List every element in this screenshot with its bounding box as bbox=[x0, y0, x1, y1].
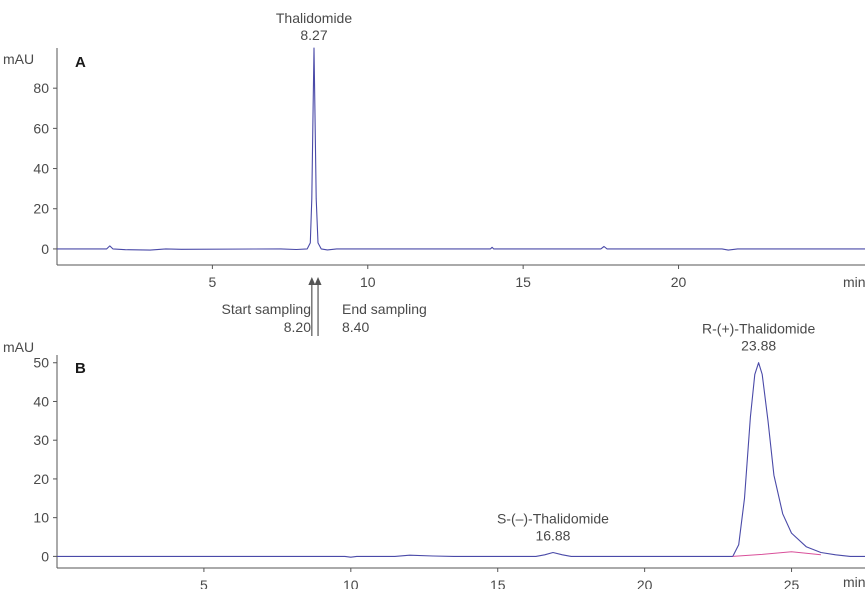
panel-b: B mAU min 0 10 20 30 40 50 5 10 15 20 25 16.88S-(–)… bbox=[3, 321, 865, 589]
panel-a-y-tick-label: 60 bbox=[33, 120, 49, 136]
panel-b-peak-value: 16.88 bbox=[535, 528, 570, 544]
panel-b-y-unit: mAU bbox=[3, 339, 34, 355]
panel-a-y-tick-label: 40 bbox=[33, 161, 49, 177]
panel-b-x-tick-label: 15 bbox=[490, 577, 506, 589]
panel-b-y-tick-label: 10 bbox=[33, 510, 49, 526]
panel-b-y-tick-label: 50 bbox=[33, 355, 49, 371]
end-sampling-value: 8.40 bbox=[342, 319, 369, 335]
panel-a-peak-value: 8.27 bbox=[300, 27, 327, 43]
panel-b-x-tick-label: 10 bbox=[343, 577, 359, 589]
panel-a-x-tick-label: 20 bbox=[671, 274, 687, 290]
panel-b-y-tick-label: 20 bbox=[33, 471, 49, 487]
panel-b-peak-name: R-(+)-Thalidomide bbox=[702, 321, 815, 337]
panel-b-x-tick-label: 25 bbox=[784, 577, 800, 589]
panel-b-y-tick-label: 30 bbox=[33, 432, 49, 448]
start-sampling-label: Start sampling bbox=[222, 301, 311, 317]
panel-b-marks: 0 10 20 30 40 50 5 10 15 20 25 16.88S-(–)-Thalidomi… bbox=[33, 321, 865, 589]
start-sampling-value: 8.20 bbox=[284, 319, 311, 335]
panel-b-y-tick-label: 40 bbox=[33, 393, 49, 409]
panel-b-integration-baseline bbox=[732, 551, 821, 557]
panel-b-x-tick-label: 20 bbox=[637, 577, 653, 589]
panel-a-y-tick-label: 80 bbox=[33, 80, 49, 96]
panel-a-y-unit: mAU bbox=[3, 51, 34, 67]
panel-b-label: B bbox=[75, 360, 86, 377]
panel-a-peak-name: Thalidomide bbox=[276, 10, 352, 26]
start-sampling-arrowhead bbox=[308, 277, 316, 285]
panel-a-x-tick-label: 15 bbox=[515, 274, 531, 290]
panel-a-x-tick-label: 5 bbox=[208, 274, 216, 290]
panel-a-signal-trace bbox=[57, 47, 865, 251]
panel-b-x-unit: min bbox=[843, 574, 865, 589]
end-sampling-arrowhead bbox=[314, 277, 322, 285]
panel-b-peak-value: 23.88 bbox=[741, 338, 776, 354]
panel-a-x-tick-label: 10 bbox=[360, 274, 376, 290]
sampling-window: Start sampling 8.20 End sampling 8.40 bbox=[222, 277, 427, 336]
panel-a-label: A bbox=[75, 54, 86, 71]
panel-a-y-tick-label: 0 bbox=[41, 241, 49, 257]
panel-b-y-tick-label: 0 bbox=[41, 548, 49, 564]
panel-a-x-unit: min bbox=[843, 274, 865, 290]
end-sampling-label: End sampling bbox=[342, 301, 427, 317]
panel-b-x-tick-label: 5 bbox=[200, 577, 208, 589]
panel-a-y-tick-label: 20 bbox=[33, 201, 49, 217]
panel-a: A mAU min 0 20 40 60 80 5 10 15 20 8.27Thalidomid… bbox=[3, 10, 865, 290]
panel-b-peak-name: S-(–)-Thalidomide bbox=[497, 511, 609, 527]
panel-b-signal-trace bbox=[57, 362, 865, 558]
